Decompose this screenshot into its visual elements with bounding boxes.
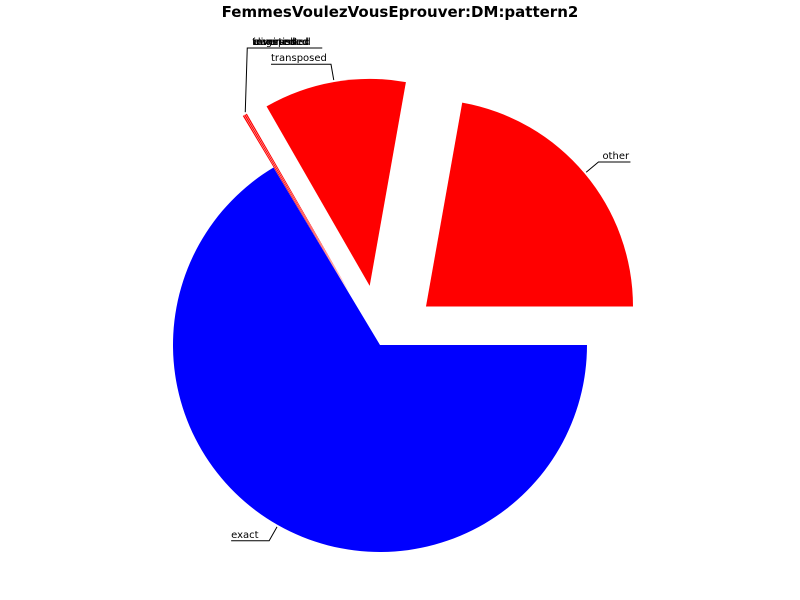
slice-label-transposed: transposed [271,53,327,64]
pie-slice-tiny-2 [245,113,350,294]
pie-slice-transposed [266,78,406,286]
leader-line-other [585,161,631,173]
slice-label-exact: exact [231,530,259,541]
leader-line-transposed [271,63,335,81]
leader-line-exact [231,526,278,542]
overlapping-slice-label: augmented [253,37,310,48]
pie-slice-tiny-4 [242,115,350,294]
overlapping-slice-label: inverted [253,37,295,48]
pie-slice-other [425,102,633,307]
chart-title: FemmesVoulezVousEprouver:DM:pattern2 [221,3,579,21]
pie-slice-tiny-3 [244,114,350,294]
overlapping-slice-label: transposed [252,37,308,48]
overlapping-slice-label: diminished [254,37,309,48]
pie-slices [172,78,633,552]
pie-slice-exact [172,167,588,552]
slice-label-other: other [602,151,630,162]
leader-line-cluster [244,47,323,113]
pie-labels: othertransposedexacttransposedaugmentedd… [231,37,631,542]
overlapping-slice-label: reversed [252,37,296,48]
